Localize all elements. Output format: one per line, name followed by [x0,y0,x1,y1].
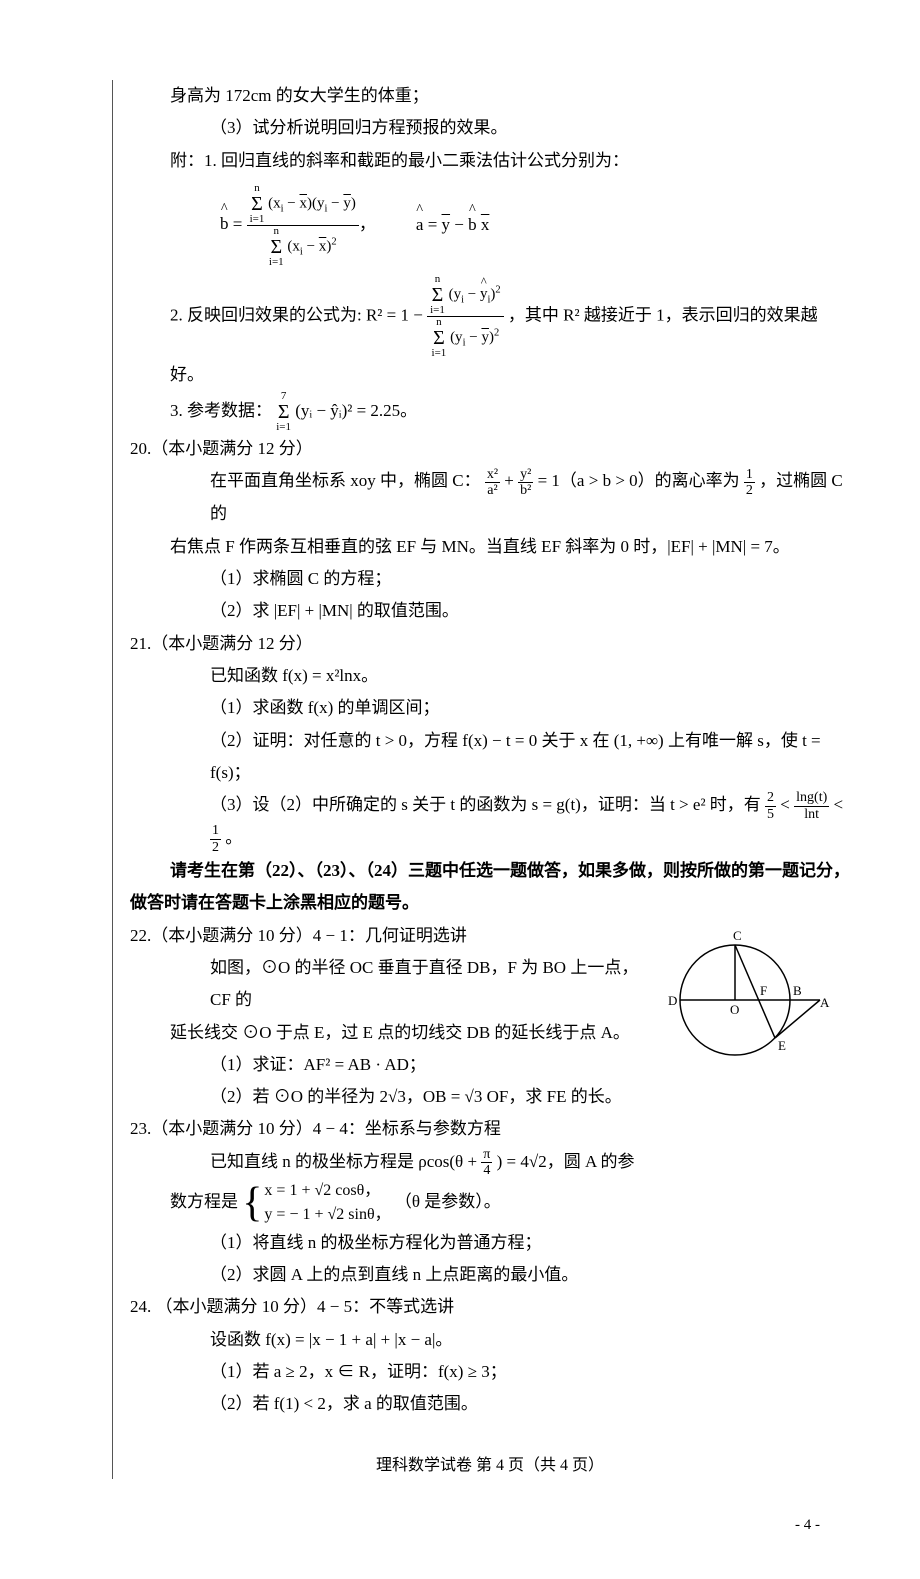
q21-title: 21.（本小题满分 12 分） [130,628,850,660]
svg-text:O: O [730,1002,739,1017]
cont-line-1: 身高为 172cm 的女大学生的体重； [170,80,850,112]
page-number: - 4 - [130,1511,850,1540]
q24-sub1: （1）若 a ≥ 2，x ∈ R，证明：f(x) ≥ 3； [210,1356,850,1388]
svg-text:E: E [778,1038,786,1053]
exam-page: 身高为 172cm 的女大学生的体重； （3）试分析说明回归方程预报的效果。 附… [0,0,920,1579]
margin-rule [112,80,113,1479]
q24-line1: 设函数 f(x) = |x − 1 + a| + |x − a|。 [210,1324,850,1356]
q23-line2: 数方程是 { x = 1 + √2 cosθ， y = − 1 + √2 sin… [170,1179,850,1227]
content-area: 身高为 172cm 的女大学生的体重； （3）试分析说明回归方程预报的效果。 附… [130,80,850,1539]
q24-title: 24. （本小题满分 10 分）4 − 5：不等式选讲 [130,1291,850,1323]
q23-line1: 已知直线 n 的极坐标方程是 ρcos(θ + π4 ) = 4√2，圆 A 的… [210,1146,850,1179]
page-footer: 理科数学试卷 第 4 页（共 4 页） [130,1451,850,1481]
q21-sub3: （3）设（2）中所确定的 s 关于 t 的函数为 s = g(t)，证明：当 t… [210,789,850,855]
svg-text:D: D [668,993,677,1008]
circle-figure: C B A D O F E [660,920,830,1091]
attach2-pre: 2. 反映回归效果的公式为: R² = 1 − [170,305,427,324]
q20-title: 20.（本小题满分 12 分） [130,433,850,465]
cont-line-2: （3）试分析说明回归方程预报的效果。 [210,112,850,144]
attach3-pre: 3. 参考数据： [170,401,272,420]
q21-sub1: （1）求函数 f(x) 的单调区间； [210,692,850,724]
a-hat-eq: a = y − b x [416,209,489,241]
attach-2: 2. 反映回归效果的公式为: R² = 1 − nΣi=1 (yi − yi)2… [170,274,850,391]
q24-sub2: （2）若 f(1) < 2，求 a 的取值范围。 [210,1388,850,1420]
q20-sub1: （1）求椭圆 C 的方程； [210,563,850,595]
attach-1: 附：1. 回归直线的斜率和截距的最小二乘法估计公式分别为： [170,145,850,177]
svg-text:A: A [820,995,830,1010]
q20-sub2: （2）求 |EF| + |MN| 的取值范围。 [210,595,850,627]
q23-sub2: （2）求圆 A 上的点到直线 n 上点距离的最小值。 [210,1259,850,1291]
q22-block: C B A D O F E 22.（本小题满分 10 分）4 − 1：几何证明选… [130,920,850,1179]
q20-line2: 右焦点 F 作两条互相垂直的弦 EF 与 MN。当直线 EF 斜率为 0 时，|… [170,531,850,563]
q23-title: 23.（本小题满分 10 分）4 − 4：坐标系与参数方程 [130,1113,850,1145]
attach3-body: (yᵢ − ŷᵢ)² = 2.25。 [295,401,417,420]
attach-3: 3. 参考数据： 7 Σ i=1 (yᵢ − ŷᵢ)² = 2.25。 [170,391,850,433]
choice-note-2: 做答时请在答题卡上涂黑相应的题号。 [130,887,850,919]
svg-text:B: B [793,983,802,998]
geometry-svg: C B A D O F E [660,920,830,1080]
svg-text:F: F [760,983,767,998]
q23-sys2: y = − 1 + √2 sinθ， [264,1203,390,1227]
b-hat-eq: b = nΣi=1 (xi − x)(yi − y) nΣi=1 (xi − x… [220,183,376,268]
svg-text:C: C [733,928,742,943]
choice-note-1: 请考生在第（22）、（23）、（24）三题中任选一题做答，如果多做，则按所做的第… [170,855,850,887]
q23-sys1: x = 1 + √2 cosθ， [264,1179,390,1203]
q21-sub2: （2）证明：对任意的 t > 0，方程 f(x) − t = 0 关于 x 在 … [210,725,850,790]
q23-sub1: （1）将直线 n 的极坐标方程化为普通方程； [210,1227,850,1259]
formula-b-a: b = nΣi=1 (xi − x)(yi − y) nΣi=1 (xi − x… [220,183,850,268]
q21-line1: 已知函数 f(x) = x²lnx。 [210,660,850,692]
q20-line1: 在平面直角坐标系 xoy 中，椭圆 C： x²a² + y²b² = 1（a >… [210,465,850,530]
